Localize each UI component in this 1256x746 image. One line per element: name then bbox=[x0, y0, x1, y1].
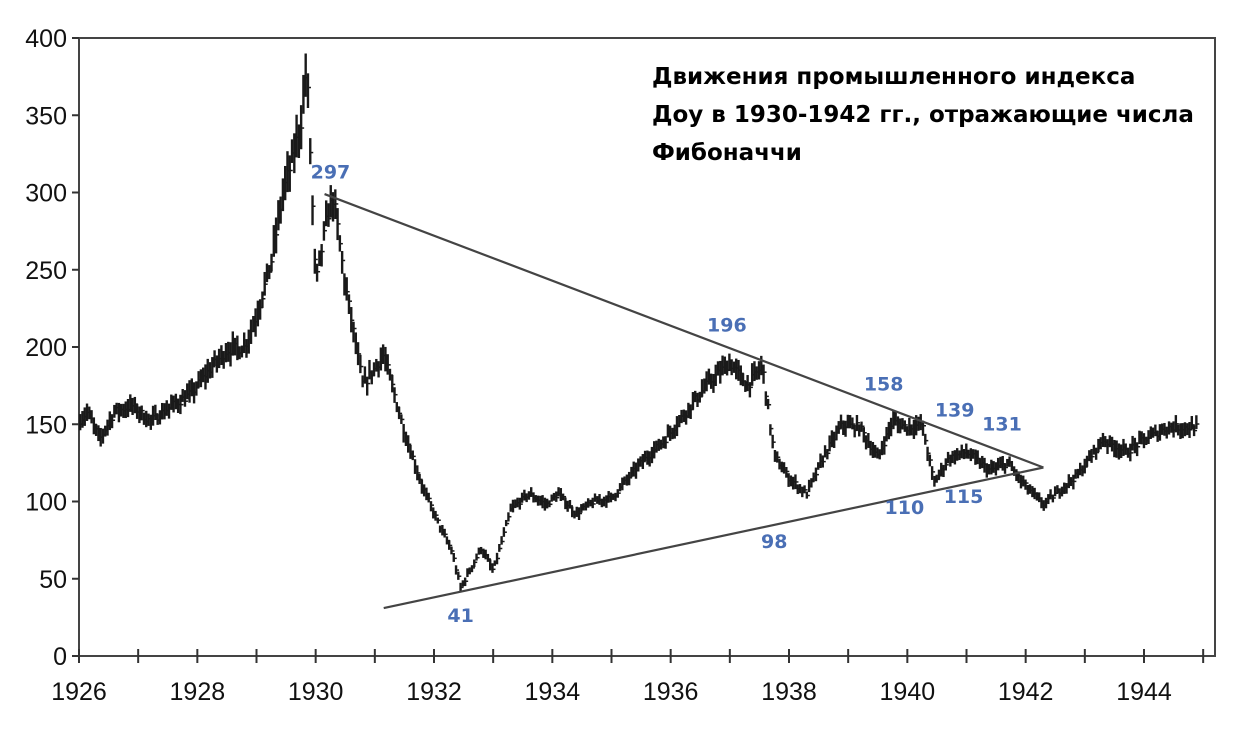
x-tick-label: 1932 bbox=[406, 678, 462, 706]
chart-title-line-2: Доу в 1930-1942 гг., отражающие числа bbox=[652, 102, 1194, 128]
x-tick-label: 1942 bbox=[998, 678, 1054, 706]
chart-title-line-3: Фибоначчи bbox=[652, 140, 802, 166]
x-axis: 1926 1928 1930 1932 1934 1936 1938 1940 1942 1944 bbox=[51, 649, 1205, 706]
annotation-label: 297 bbox=[311, 162, 351, 184]
y-tick-label: 100 bbox=[25, 489, 67, 517]
x-tick-label: 1926 bbox=[51, 678, 107, 706]
y-tick-label: 400 bbox=[25, 25, 67, 53]
y-tick-label: 200 bbox=[25, 334, 67, 362]
y-tick-label: 350 bbox=[25, 102, 67, 130]
y-tick-label: 300 bbox=[25, 180, 67, 208]
trendline bbox=[324, 193, 1044, 469]
y-tick-label: 150 bbox=[25, 411, 67, 439]
chart-title-line-1: Движения промышленного индекса bbox=[652, 64, 1135, 90]
trendlines bbox=[324, 193, 1044, 610]
price-bars bbox=[78, 53, 1200, 593]
annotation-label: 139 bbox=[935, 400, 975, 422]
annotation-label: 115 bbox=[944, 486, 984, 508]
annotation-label: 41 bbox=[447, 605, 473, 627]
y-tick-label: 0 bbox=[53, 643, 67, 671]
annotation-label: 131 bbox=[982, 413, 1022, 435]
x-tick-label: 1930 bbox=[288, 678, 344, 706]
annotation-label: 110 bbox=[885, 497, 925, 519]
fibonacci-annotations: 297 196 158 139 131 110 115 98 41 bbox=[311, 162, 1022, 627]
annotation-label: 158 bbox=[864, 373, 904, 395]
annotation-label: 196 bbox=[707, 315, 747, 337]
x-tick-label: 1928 bbox=[170, 678, 226, 706]
x-tick-label: 1936 bbox=[643, 678, 699, 706]
y-tick-label: 50 bbox=[39, 566, 67, 594]
y-tick-label: 250 bbox=[25, 257, 67, 285]
annotation-label: 98 bbox=[761, 531, 787, 553]
y-axis: 0 50 100 150 200 250 300 350 400 bbox=[25, 25, 79, 671]
x-tick-label: 1940 bbox=[880, 678, 936, 706]
x-tick-label: 1944 bbox=[1116, 678, 1172, 706]
x-tick-label: 1938 bbox=[761, 678, 817, 706]
trendline bbox=[383, 466, 1044, 610]
x-tick-label: 1934 bbox=[525, 678, 581, 706]
